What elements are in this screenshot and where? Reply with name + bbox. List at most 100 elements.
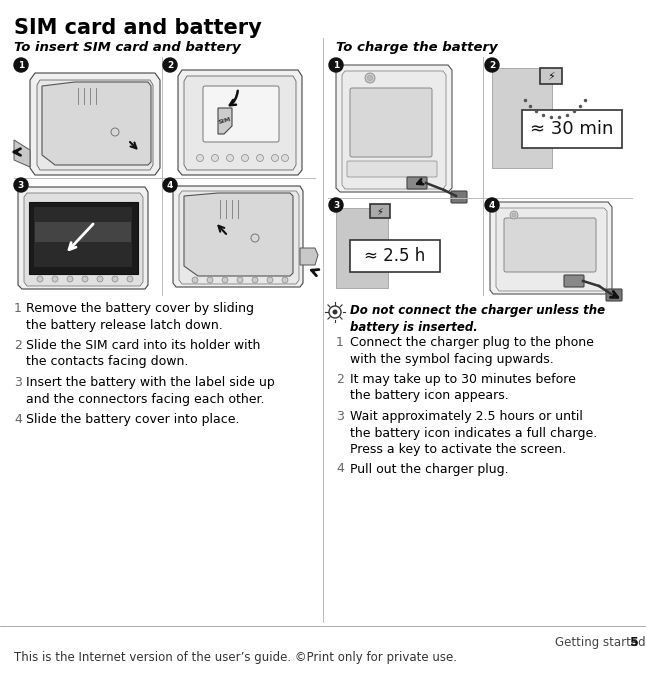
Text: To charge the battery: To charge the battery	[336, 41, 497, 54]
Circle shape	[82, 276, 88, 282]
Circle shape	[97, 276, 103, 282]
Text: SIM card and battery: SIM card and battery	[14, 18, 262, 38]
Text: ≈ 30 min: ≈ 30 min	[530, 120, 614, 138]
FancyBboxPatch shape	[370, 204, 390, 218]
FancyBboxPatch shape	[564, 275, 584, 287]
Polygon shape	[218, 108, 232, 134]
Circle shape	[67, 276, 73, 282]
Text: This is the Internet version of the user’s guide. ©Print only for private use.: This is the Internet version of the user…	[14, 651, 457, 664]
Circle shape	[222, 277, 228, 283]
Polygon shape	[342, 71, 446, 189]
Circle shape	[237, 277, 243, 283]
Text: 4: 4	[336, 462, 344, 476]
Polygon shape	[18, 187, 148, 289]
Bar	[522, 110, 622, 148]
Bar	[492, 68, 552, 168]
Text: ⚡: ⚡	[377, 207, 384, 217]
Text: ≈ 2.5 h: ≈ 2.5 h	[364, 247, 426, 265]
Circle shape	[14, 178, 28, 192]
FancyBboxPatch shape	[347, 161, 437, 177]
Polygon shape	[490, 202, 612, 294]
Polygon shape	[14, 140, 30, 167]
Polygon shape	[184, 193, 293, 276]
Circle shape	[163, 178, 177, 192]
Polygon shape	[336, 65, 452, 192]
Polygon shape	[173, 186, 303, 287]
Circle shape	[368, 75, 373, 81]
Circle shape	[211, 155, 218, 162]
Text: Getting started: Getting started	[555, 636, 645, 649]
FancyBboxPatch shape	[606, 289, 622, 301]
Circle shape	[282, 277, 288, 283]
Circle shape	[329, 58, 343, 72]
FancyBboxPatch shape	[504, 218, 596, 272]
Text: 4: 4	[167, 180, 173, 190]
Circle shape	[163, 58, 177, 72]
Polygon shape	[30, 73, 160, 175]
FancyBboxPatch shape	[451, 191, 467, 203]
Text: Wait approximately 2.5 hours or until
the battery icon indicates a full charge.
: Wait approximately 2.5 hours or until th…	[350, 410, 598, 456]
Polygon shape	[37, 80, 153, 170]
Circle shape	[512, 213, 516, 217]
Polygon shape	[178, 70, 302, 175]
Text: 3: 3	[336, 410, 344, 423]
Text: 5: 5	[630, 636, 639, 649]
FancyBboxPatch shape	[203, 86, 279, 142]
Circle shape	[127, 276, 133, 282]
FancyBboxPatch shape	[407, 177, 427, 189]
Circle shape	[333, 310, 337, 314]
Circle shape	[52, 276, 58, 282]
Circle shape	[252, 277, 258, 283]
Text: Pull out the charger plug.: Pull out the charger plug.	[350, 462, 508, 476]
Circle shape	[365, 73, 375, 83]
Circle shape	[485, 58, 499, 72]
Polygon shape	[29, 202, 138, 274]
Text: Connect the charger plug to the phone
with the symbol facing upwards.: Connect the charger plug to the phone wi…	[350, 336, 594, 365]
Polygon shape	[184, 76, 296, 170]
Text: SIM: SIM	[218, 117, 232, 125]
Text: 4: 4	[489, 201, 495, 209]
Polygon shape	[24, 193, 143, 286]
Text: Slide the battery cover into place.: Slide the battery cover into place.	[26, 413, 240, 426]
Text: 3: 3	[18, 180, 24, 190]
Circle shape	[227, 155, 233, 162]
Circle shape	[510, 211, 518, 219]
Text: Do not connect the charger unless the
battery is inserted.: Do not connect the charger unless the ba…	[350, 304, 605, 334]
Polygon shape	[300, 248, 318, 265]
Text: 3: 3	[14, 376, 22, 389]
Text: 1: 1	[18, 61, 24, 69]
Text: 2: 2	[167, 61, 173, 69]
Circle shape	[207, 277, 213, 283]
Circle shape	[271, 155, 278, 162]
Polygon shape	[179, 191, 299, 284]
Polygon shape	[496, 208, 607, 291]
Text: Slide the SIM card into its holder with
the contacts facing down.: Slide the SIM card into its holder with …	[26, 339, 260, 369]
Text: 2: 2	[336, 373, 344, 386]
Circle shape	[192, 277, 198, 283]
Text: 3: 3	[333, 201, 339, 209]
Text: To insert SIM card and battery: To insert SIM card and battery	[14, 41, 241, 54]
Bar	[336, 208, 388, 288]
Circle shape	[267, 277, 273, 283]
Text: 2: 2	[14, 339, 22, 352]
Text: 2: 2	[489, 61, 495, 69]
Circle shape	[282, 155, 289, 162]
FancyBboxPatch shape	[34, 207, 132, 267]
Text: ⚡: ⚡	[547, 72, 555, 82]
FancyBboxPatch shape	[540, 68, 562, 84]
Text: 1: 1	[333, 61, 339, 69]
Circle shape	[112, 276, 118, 282]
Text: 1: 1	[336, 336, 344, 349]
Circle shape	[329, 198, 343, 212]
Circle shape	[256, 155, 264, 162]
Text: 4: 4	[14, 413, 22, 426]
Text: It may take up to 30 minutes before
the battery icon appears.: It may take up to 30 minutes before the …	[350, 373, 576, 402]
Polygon shape	[42, 82, 151, 165]
Bar	[350, 240, 440, 272]
Circle shape	[37, 276, 43, 282]
Text: Insert the battery with the label side up
and the connectors facing each other.: Insert the battery with the label side u…	[26, 376, 275, 406]
FancyBboxPatch shape	[350, 88, 432, 157]
Circle shape	[14, 58, 28, 72]
Text: Remove the battery cover by sliding
the battery release latch down.: Remove the battery cover by sliding the …	[26, 302, 254, 332]
Circle shape	[485, 198, 499, 212]
